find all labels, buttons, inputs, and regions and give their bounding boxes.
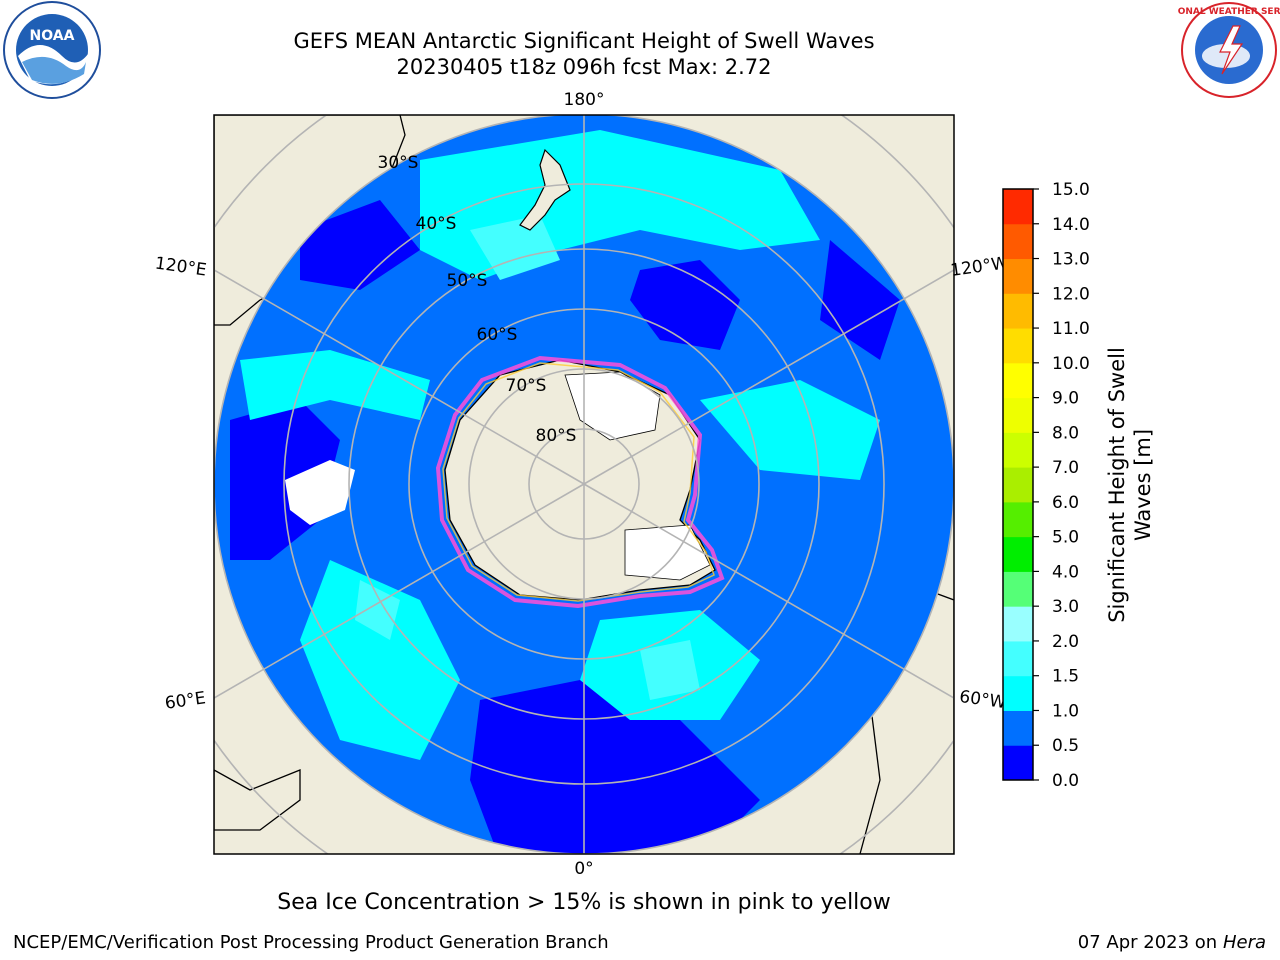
colorbar-tick-label: 0.0 [1052, 771, 1079, 791]
footer-date: 07 Apr 2023 on Hera [1078, 932, 1266, 953]
colorbar-tick-label: 9.0 [1052, 389, 1079, 409]
colorbar-tick-label: 1.5 [1052, 667, 1079, 687]
lat-label-80s: 80°S [536, 426, 577, 446]
colorbar-tick-label: 6.0 [1052, 493, 1079, 513]
lon-label-60w: 60°W [958, 687, 1007, 713]
lon-label-120w: 120°W [949, 253, 1009, 281]
colorbar-tick-label: 4.0 [1052, 562, 1079, 582]
lat-label-50s: 50°S [447, 271, 488, 291]
colorbar-segment [1003, 432, 1033, 468]
colorbar-segment [1003, 606, 1033, 642]
lat-label-40s: 40°S [416, 214, 457, 234]
colorbar-segment [1003, 640, 1033, 677]
footer-machine: Hera [1222, 932, 1266, 953]
colorbar-tick-label: 10.0 [1052, 354, 1090, 374]
colorbar-segment [1003, 501, 1033, 538]
colorbar-segment [1003, 223, 1033, 260]
colorbar-segment [1003, 328, 1033, 364]
svg-text:NATIONAL WEATHER SERVICE: NATIONAL WEATHER SERVICE [1178, 7, 1280, 17]
colorbar-segment [1003, 467, 1033, 503]
weddell-ice-shelf [624, 524, 711, 581]
swell-band-high [470, 215, 560, 280]
footer-date-text: 07 Apr 2023 on [1077, 932, 1223, 953]
colorbar: 0.0 0.5 1.0 1.5 2.0 3.0 4.0 5.0 6.0 7.0 8.0 9.0 10.0… [1003, 180, 1090, 791]
footer-branch: NCEP/EMC/Verification Post Processing Pr… [13, 932, 609, 953]
map-subtitle: 20230405 t18z 096h fcst Max: 2.72 [396, 55, 772, 79]
lon-label-180: 180° [564, 90, 605, 110]
swell-band-mid [300, 560, 460, 760]
ross-ice-shelf [564, 371, 661, 441]
colorbar-tick-label: 8.0 [1052, 423, 1079, 443]
colorbar-tick-label: 13.0 [1052, 250, 1090, 270]
sea-ice-note: Sea Ice Concentration > 15% is shown in … [277, 890, 891, 915]
new-zealand-landmass [519, 148, 571, 231]
colorbar-label-line1: Significant Height of Swell [1105, 347, 1129, 623]
colorbar-tick-label: 14.0 [1052, 215, 1090, 235]
colorbar-segment [1003, 258, 1033, 294]
colorbar-segment [1003, 362, 1033, 399]
swell-band-high [640, 640, 700, 700]
swell-band-low [300, 200, 420, 290]
graticule [214, 115, 954, 854]
no-data-patch [285, 460, 355, 525]
colorbar-tick-label: 5.0 [1052, 528, 1079, 548]
swell-band-high [355, 580, 400, 640]
swell-band-low [630, 260, 740, 350]
colorbar-segment [1003, 397, 1033, 433]
colorbar-tick-label: 7.0 [1052, 458, 1079, 478]
colorbar-tick-label: 11.0 [1052, 319, 1090, 339]
colorbar-tick-label: 15.0 [1052, 180, 1090, 200]
sea-ice-edge [435, 355, 725, 609]
nws-logo-icon: NATIONAL WEATHER SERVICE [1178, 2, 1280, 98]
colorbar-tick-label: 2.0 [1052, 632, 1079, 652]
colorbar-label-line2: Waves [m] [1131, 429, 1155, 541]
colorbar-segment [1003, 189, 1033, 225]
colorbar-frame [1002, 188, 1034, 781]
lon-label-0: 0° [574, 859, 593, 879]
lat-label-60s: 60°S [477, 325, 518, 345]
colorbar-segment [1003, 293, 1033, 329]
colorbar-segment [1003, 536, 1033, 572]
colorbar-segment [1003, 571, 1033, 607]
svg-text:NOAA: NOAA [30, 28, 75, 44]
colorbar-segment [1003, 745, 1033, 781]
colorbar-tick-label: 3.0 [1052, 597, 1079, 617]
noaa-logo-icon: NOAA [3, 1, 101, 99]
colorbar-tick-label: 12.0 [1052, 284, 1090, 304]
sea-ice-edge-inner [442, 362, 715, 602]
swell-band-low [820, 240, 900, 360]
colorbar-tick-label: 1.0 [1052, 701, 1079, 721]
colorbar-segment [1003, 675, 1033, 711]
swell-band-mid [700, 380, 880, 480]
lat-label-30s: 30°S [378, 153, 419, 173]
lon-label-60e: 60°E [164, 688, 207, 713]
map-title: GEFS MEAN Antarctic Significant Height o… [293, 29, 875, 53]
colorbar-tick-label: 0.5 [1052, 736, 1079, 756]
lon-label-120e: 120°E [154, 254, 208, 281]
lat-label-70s: 70°S [506, 376, 547, 396]
swell-band-low [470, 680, 760, 854]
map-frame [213, 114, 955, 855]
colorbar-segment [1003, 710, 1033, 746]
